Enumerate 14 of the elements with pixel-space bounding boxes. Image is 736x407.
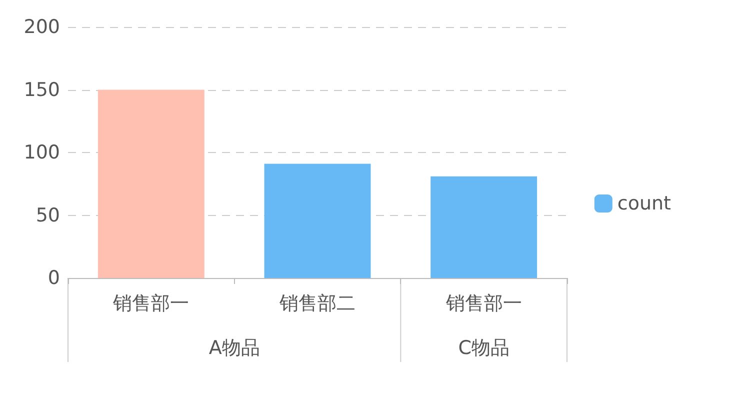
x-tick-label: 销售部二 — [278, 292, 356, 314]
y-tick-label: 0 — [48, 267, 60, 289]
y-tick-label: 50 — [36, 204, 60, 226]
bar — [264, 164, 371, 278]
y-tick-label: 150 — [24, 78, 60, 101]
text: C物品 — [458, 337, 510, 359]
x-tick-label: 销售部一 — [444, 292, 522, 314]
text: A物品 — [208, 337, 260, 359]
legend-label: count — [617, 192, 672, 214]
x-tick-label: 销售部一 — [112, 292, 190, 314]
y-tick-label: 200 — [24, 16, 60, 38]
bar — [430, 176, 538, 278]
bar — [98, 90, 204, 278]
y-tick-label: 100 — [24, 142, 60, 164]
